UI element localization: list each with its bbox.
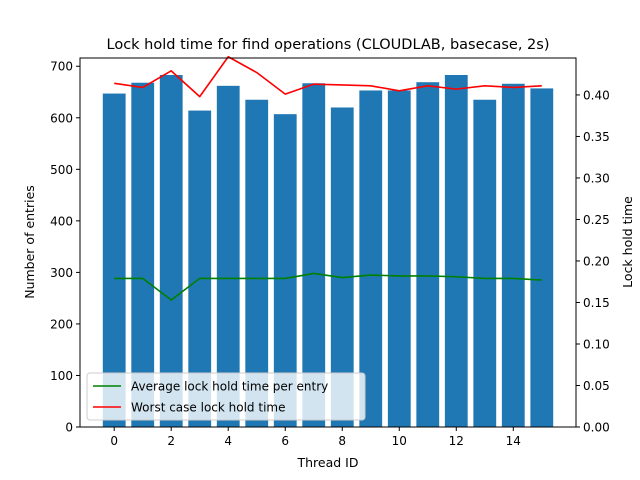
x-tick-label: 0 <box>110 434 118 448</box>
y2-tick-label: 0.30 <box>583 171 610 185</box>
y2-tick-label: 0.20 <box>583 254 610 268</box>
bar <box>159 75 183 427</box>
y-tick-label: 700 <box>50 60 73 74</box>
x-tick-label: 8 <box>338 434 346 448</box>
y-axis-label: Number of entries <box>22 185 37 299</box>
legend: Average lock hold time per entry Worst ca… <box>86 372 366 421</box>
bar <box>245 99 269 427</box>
x-tick-label: 6 <box>281 434 289 448</box>
bar <box>216 85 240 428</box>
y-tick-label: 400 <box>50 214 73 228</box>
series-line <box>114 272 542 301</box>
legend-label: Worst case lock hold time <box>131 401 285 415</box>
x-tick-label: 12 <box>449 434 464 448</box>
bar <box>387 90 411 427</box>
y-tick-label: 100 <box>50 369 73 383</box>
bar <box>188 110 212 427</box>
bar <box>501 83 525 427</box>
chart-title: Lock hold time for find operations (CLOU… <box>107 37 550 53</box>
y2-tick-label: 0.15 <box>583 296 610 310</box>
y2-tick-label: 0.35 <box>583 130 610 144</box>
bar <box>273 114 297 427</box>
bar <box>102 93 126 427</box>
bar-series <box>102 75 554 428</box>
bar <box>444 75 468 427</box>
y2-tick-label: 0.10 <box>583 337 610 351</box>
y-tick-label: 600 <box>50 111 73 125</box>
y-tick-label: 300 <box>50 266 73 280</box>
bar <box>473 99 497 427</box>
y-tick-label: 500 <box>50 163 73 177</box>
y2-tick-label: 0.40 <box>583 88 610 102</box>
bar <box>530 88 554 427</box>
bar <box>359 90 383 427</box>
x-tick-label: 2 <box>167 434 175 448</box>
plot-frame <box>79 57 577 428</box>
y2-axis-label: Lock hold time <box>620 196 635 288</box>
x-tick-label: 14 <box>506 434 521 448</box>
axes: 0 2 4 6 8 10 12 14 0 100 200 300 400 500 600 700 0.00 0.0… <box>50 57 610 448</box>
bar <box>131 82 155 427</box>
x-tick-label: 4 <box>224 434 232 448</box>
bar <box>330 107 354 428</box>
bar <box>302 83 326 427</box>
y-tick-label: 200 <box>50 317 73 331</box>
y2-tick-label: 0.05 <box>583 379 610 393</box>
bar <box>416 82 440 427</box>
series-line <box>114 55 542 98</box>
line-series-group <box>114 55 542 301</box>
legend-box <box>86 372 366 421</box>
y-tick-label: 0 <box>65 421 73 435</box>
x-tick-label: 10 <box>392 434 407 448</box>
legend-label: Average lock hold time per entry <box>131 380 328 394</box>
x-axis-label: Thread ID <box>297 455 359 470</box>
y2-tick-label: 0.25 <box>583 213 610 227</box>
y2-tick-label: 0.00 <box>583 421 610 435</box>
